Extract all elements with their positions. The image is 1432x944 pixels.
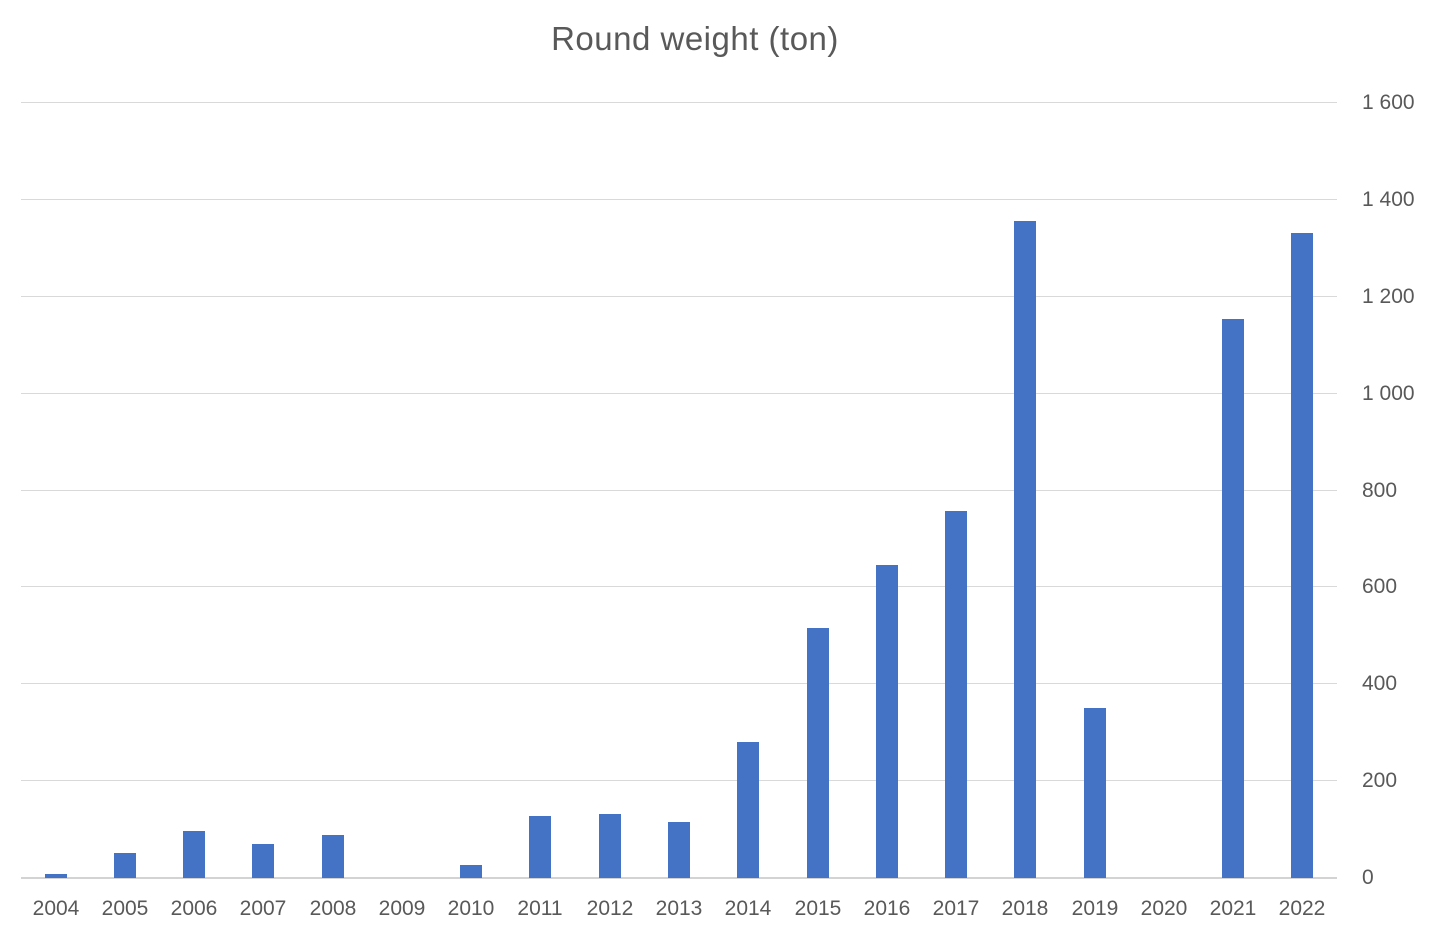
y-tick-label-1600: 1 600 xyxy=(1362,91,1415,114)
gridline-1200 xyxy=(21,295,1337,297)
bar-2014 xyxy=(737,742,759,878)
x-tick-label-2008: 2008 xyxy=(309,897,357,920)
chart-title: Round weight (ton) xyxy=(551,20,839,57)
bar-2008 xyxy=(322,835,344,878)
x-tick-label-2011: 2011 xyxy=(517,897,563,920)
bar-2013 xyxy=(668,822,690,878)
x-tick-label-2010: 2010 xyxy=(447,897,495,920)
bar-2010 xyxy=(460,865,482,878)
x-tick-label-2021: 2021 xyxy=(1209,897,1257,920)
x-tick-label-2017: 2017 xyxy=(932,897,980,920)
x-tick-label-2009: 2009 xyxy=(378,897,426,920)
bar-2018 xyxy=(1014,221,1036,878)
bar-2015 xyxy=(807,628,829,878)
gridline-600 xyxy=(21,586,1337,588)
bar-2019 xyxy=(1084,708,1106,878)
x-tick-label-2005: 2005 xyxy=(101,897,149,920)
y-tick-label-1000: 1 000 xyxy=(1362,381,1415,405)
x-tick-label-2020: 2020 xyxy=(1140,897,1188,920)
gridline-1600 xyxy=(21,102,1337,103)
y-tick-label-1400: 1 400 xyxy=(1362,187,1415,211)
gridline-800 xyxy=(21,489,1337,491)
bar-2007 xyxy=(252,844,274,878)
bar-2011 xyxy=(529,816,551,878)
x-tick-label-2016: 2016 xyxy=(863,897,911,920)
bar-2004 xyxy=(45,874,67,878)
x-tick-label-2018: 2018 xyxy=(1001,897,1049,920)
y-tick-label-600: 600 xyxy=(1362,575,1398,599)
y-tick-label-400: 400 xyxy=(1362,672,1398,696)
bar-2022 xyxy=(1291,233,1313,878)
bar-2006 xyxy=(183,831,205,878)
x-tick-label-2019: 2019 xyxy=(1071,897,1119,920)
x-tick-label-2006: 2006 xyxy=(170,897,218,920)
x-tick-label-2022: 2022 xyxy=(1278,897,1326,920)
x-axis-line xyxy=(21,877,1337,879)
bar-2012 xyxy=(599,814,621,878)
bar-2005 xyxy=(114,853,136,878)
bar-2017 xyxy=(945,511,967,878)
bar-2021 xyxy=(1222,319,1244,878)
x-tick-label-2015: 2015 xyxy=(794,897,842,920)
gridline-1000 xyxy=(21,392,1337,394)
x-tick-label-2004: 2004 xyxy=(32,897,80,920)
x-tick-label-2012: 2012 xyxy=(586,897,634,920)
plot-area xyxy=(21,102,1337,879)
gridline-400 xyxy=(21,683,1337,685)
gridline-200 xyxy=(21,780,1337,782)
y-tick-label-0: 0 xyxy=(1362,866,1374,889)
y-tick-label-200: 200 xyxy=(1362,769,1398,793)
y-tick-label-1200: 1 200 xyxy=(1362,284,1415,308)
x-tick-label-2013: 2013 xyxy=(655,897,703,920)
gridline-1400 xyxy=(21,198,1337,200)
bar-2016 xyxy=(876,565,898,878)
y-tick-label-800: 800 xyxy=(1362,478,1398,502)
x-tick-label-2007: 2007 xyxy=(239,897,287,920)
x-tick-label-2014: 2014 xyxy=(724,897,772,920)
